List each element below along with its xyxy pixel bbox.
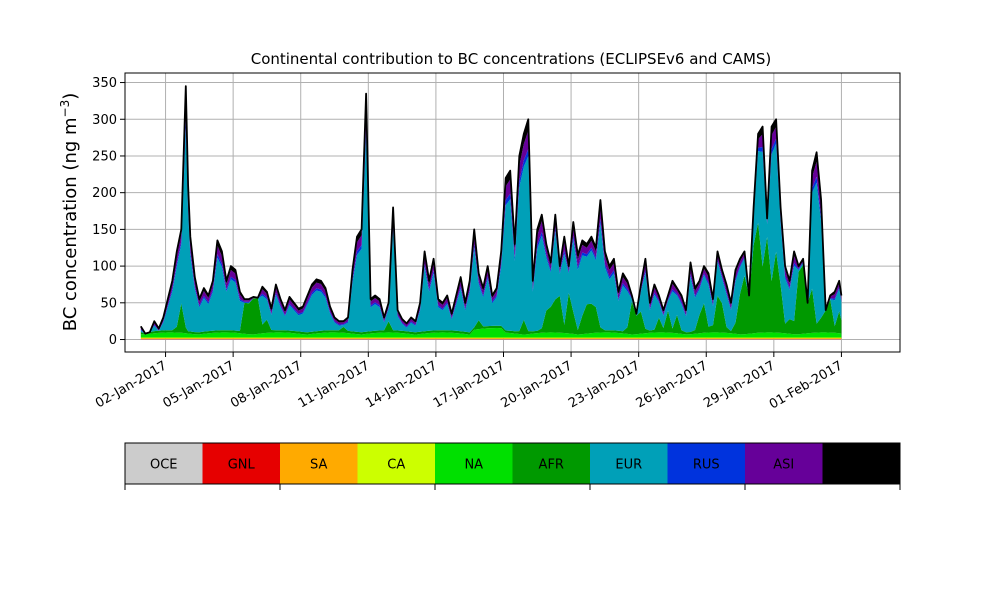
legend-swatch-asi	[745, 443, 823, 484]
legend-label-sa: SA	[310, 458, 327, 473]
x-tick-label: 29-Jan-2017	[701, 358, 778, 411]
legend-label-gnl: GNL	[228, 458, 256, 473]
legend-swatch-ca	[357, 443, 435, 484]
x-tick-label: 11-Jan-2017	[296, 358, 373, 411]
legend-swatch-aus	[822, 443, 900, 484]
y-tick-label: 350	[92, 76, 117, 91]
x-tick-label: 08-Jan-2017	[228, 358, 305, 411]
legend-label-rus: RUS	[693, 458, 720, 473]
chart-title: Continental contribution to BC concentra…	[251, 50, 772, 68]
x-tick-label: 17-Jan-2017	[431, 358, 508, 411]
x-tick-label: 02-Jan-2017	[93, 358, 170, 411]
plot-frame	[124, 72, 901, 353]
y-tick-label: 0	[109, 333, 117, 348]
area-ca	[140, 337, 842, 339]
area-eur	[140, 127, 842, 334]
legend-label-aus: AUS	[848, 458, 875, 473]
y-tick-label: 50	[100, 296, 117, 311]
legend-label-afr: AFR	[539, 458, 564, 473]
legend-swatch-rus	[667, 443, 745, 484]
x-tick-label: 20-Jan-2017	[498, 358, 575, 411]
y-tick-label: 200	[92, 186, 117, 201]
x-tick-label: 26-Jan-2017	[634, 358, 711, 411]
x-tick-label: 01-Feb-2017	[767, 358, 846, 412]
y-tick-label: 300	[92, 113, 117, 128]
y-tick-label: 100	[92, 260, 117, 275]
area-sa	[140, 338, 842, 339]
legend-swatch-eur	[590, 443, 668, 484]
continent-colorbar-legend: OCE GNL SA CA NA AFR EUR RUS ASI AUS	[124, 442, 901, 490]
y-tick-label: 150	[92, 223, 117, 238]
legend-label-asi: ASI	[773, 458, 794, 473]
legend-swatch-gnl	[202, 443, 280, 484]
legend-swatch-afr	[512, 443, 590, 484]
legend-label-ca: CA	[387, 458, 405, 473]
legend-swatch-sa	[280, 443, 358, 484]
legend-label-eur: EUR	[615, 458, 642, 473]
stacked-areas	[140, 85, 843, 340]
legend-label-na: NA	[464, 458, 483, 473]
y-axis-label: BC concentration (ng m−3)	[58, 93, 81, 332]
total-line	[140, 85, 843, 335]
x-tick-label: 14-Jan-2017	[363, 358, 440, 411]
area-na	[140, 328, 842, 338]
area-afr	[140, 222, 842, 335]
legend-label-oce: OCE	[150, 458, 178, 473]
legend-frame	[124, 442, 901, 485]
x-tick-label: 23-Jan-2017	[566, 358, 643, 411]
legend-swatch-na	[435, 443, 513, 484]
x-tick-label: 05-Jan-2017	[161, 358, 238, 411]
legend-swatch-oce	[125, 443, 203, 484]
y-tick-label: 250	[92, 149, 117, 164]
